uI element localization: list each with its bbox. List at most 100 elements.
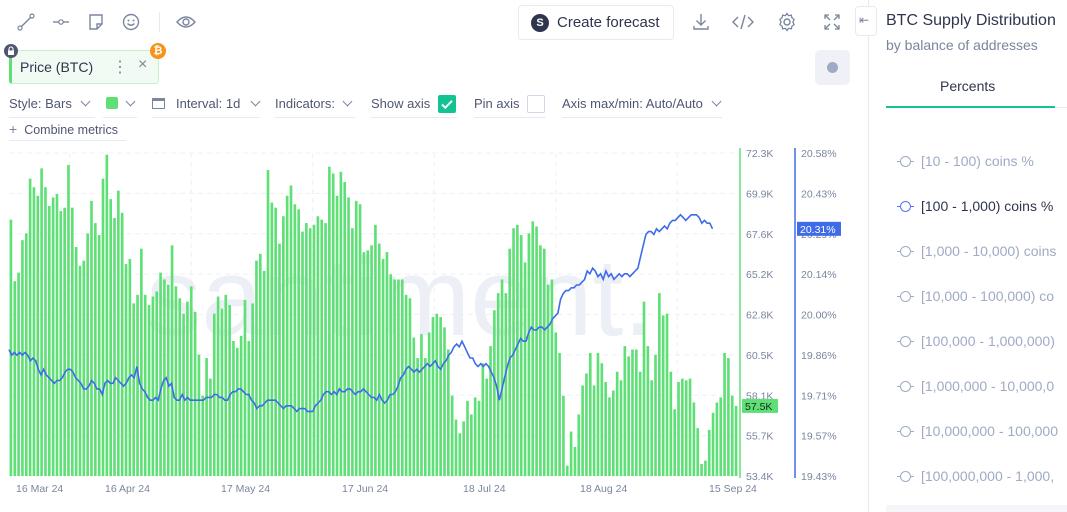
- supply-tick-label: 20.14%: [801, 269, 837, 281]
- supply-bucket-item[interactable]: [10 - 100) coins %: [897, 153, 1034, 169]
- price-current-tag: [742, 398, 778, 413]
- right-panel-footer: [886, 505, 1067, 512]
- show-axis-toggle[interactable]: Show axis: [371, 96, 430, 111]
- create-forecast-button[interactable]: S Create forecast: [518, 5, 674, 40]
- price-bar: [151, 296, 155, 476]
- style-dropdown[interactable]: Style: Bars: [9, 96, 91, 111]
- chart-canvas[interactable]: santiment. 72.3K69.9K67.6K65.2K62.8K60.5…: [0, 0, 860, 512]
- tab-percents[interactable]: Percents: [886, 70, 1055, 108]
- price-bar: [216, 296, 220, 476]
- price-bar: [278, 243, 281, 476]
- price-bar: [400, 279, 404, 476]
- price-bar: [232, 340, 235, 476]
- line-tool-icon[interactable]: [14, 10, 38, 34]
- price-bar: [711, 412, 715, 476]
- axis-maxmin-dropdown[interactable]: Axis max/min: Auto/Auto: [562, 96, 722, 111]
- supply-bucket-label: [1,000 - 10,000) coins: [921, 243, 1057, 259]
- price-bar: [155, 291, 159, 476]
- price-bar: [485, 378, 489, 476]
- price-bar: [416, 358, 419, 476]
- price-bar: [646, 346, 650, 476]
- supply-tick-label: 19.86%: [801, 350, 837, 362]
- price-bar: [305, 223, 308, 476]
- price-bar: [408, 298, 412, 476]
- price-bar: [117, 190, 120, 476]
- embed-code-icon[interactable]: [731, 10, 755, 34]
- supply-bucket-item[interactable]: [10,000,000 - 100,000: [897, 423, 1058, 439]
- price-bar: [282, 216, 285, 477]
- supply-bucket-item[interactable]: [100 - 1,000) coins %: [897, 198, 1054, 214]
- close-icon[interactable]: ×: [138, 56, 148, 73]
- price-tick-label: 62.8K: [746, 310, 773, 322]
- price-bar: [523, 262, 527, 476]
- price-bar: [730, 395, 734, 476]
- price-bar: [301, 231, 304, 476]
- price-bar: [681, 378, 684, 476]
- price-bar: [554, 332, 558, 476]
- price-bar: [101, 178, 105, 476]
- price-bar: [393, 279, 396, 476]
- eye-icon[interactable]: [174, 10, 198, 34]
- supply-bucket-item[interactable]: [1,000,000 - 10,000,0: [897, 378, 1054, 394]
- combine-metrics-button[interactable]: + Combine metrics: [9, 121, 118, 137]
- price-bar: [312, 224, 316, 476]
- price-bar: [186, 301, 189, 476]
- indicators-dropdown[interactable]: Indicators:: [275, 96, 353, 111]
- download-icon[interactable]: [689, 10, 713, 34]
- price-bar: [285, 195, 289, 476]
- interval-label: Interval: 1d: [176, 96, 241, 111]
- price-bar: [635, 349, 638, 476]
- price-bar: [627, 356, 630, 476]
- price-bar: [516, 224, 519, 476]
- price-bar: [447, 349, 450, 476]
- price-bar: [47, 205, 51, 477]
- price-bar: [243, 299, 247, 476]
- price-bar: [642, 301, 646, 476]
- date-tick-label: 18 Aug 24: [580, 483, 627, 495]
- supply-bucket-item[interactable]: [100,000,000 - 1,000,: [897, 468, 1055, 484]
- record-button[interactable]: [815, 50, 850, 85]
- supply-bucket-item[interactable]: [1,000 - 10,000) coins: [897, 243, 1057, 259]
- price-bar: [531, 221, 535, 476]
- pin-axis-checkbox[interactable]: [527, 95, 545, 113]
- price-bar: [592, 385, 596, 476]
- price-bar: [450, 395, 454, 476]
- metric-chip[interactable]: Price (BTC) ⋮ ×: [9, 50, 159, 84]
- collapse-panel-button[interactable]: ⇤: [855, 6, 877, 36]
- price-bar: [316, 216, 320, 477]
- supply-bucket-label: [100 - 1,000) coins %: [921, 198, 1054, 214]
- toggle-circle-icon: [897, 246, 914, 257]
- price-bar: [654, 354, 657, 476]
- record-dot-icon: [827, 62, 838, 73]
- metric-menu-icon[interactable]: ⋮: [112, 59, 128, 76]
- price-bar: [354, 200, 358, 476]
- price-bar: [140, 248, 143, 476]
- style-underline: [9, 117, 95, 118]
- toggle-circle-icon: [897, 426, 914, 437]
- tab-percents-label: Percents: [940, 78, 996, 94]
- color-picker[interactable]: [106, 96, 136, 111]
- price-bar: [78, 265, 82, 476]
- price-bar: [608, 397, 611, 476]
- sticky-note-icon[interactable]: [84, 10, 108, 34]
- price-bar: [565, 465, 569, 476]
- supply-bucket-item[interactable]: [10,000 - 100,000) co: [897, 288, 1054, 304]
- plus-icon: +: [9, 121, 18, 137]
- settings-icon[interactable]: [775, 10, 799, 34]
- supply-bucket-label: [100,000,000 - 1,000,: [921, 468, 1055, 484]
- price-bar: [40, 168, 43, 476]
- price-bar: [539, 245, 542, 476]
- price-bar: [132, 303, 136, 476]
- pin-axis-toggle[interactable]: Pin axis: [474, 96, 520, 111]
- price-bar: [550, 279, 554, 476]
- supply-bucket-item[interactable]: [100,000 - 1,000,000): [897, 333, 1055, 349]
- price-bar: [470, 414, 473, 476]
- fullscreen-icon[interactable]: [820, 10, 844, 34]
- price-bar: [423, 358, 427, 476]
- emoji-icon[interactable]: [119, 10, 143, 34]
- price-bar: [658, 293, 661, 476]
- horizontal-line-icon[interactable]: [49, 10, 73, 34]
- price-bar: [82, 260, 86, 476]
- interval-dropdown[interactable]: Interval: 1d: [152, 96, 261, 111]
- show-axis-checkbox[interactable]: [438, 95, 456, 113]
